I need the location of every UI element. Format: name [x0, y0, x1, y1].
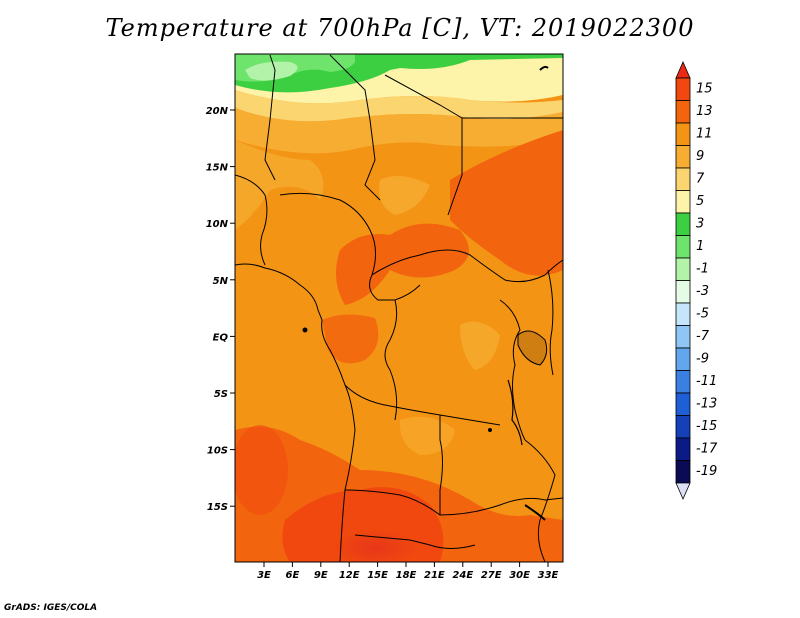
country-borders [235, 54, 563, 562]
field-11c-gabon [322, 314, 379, 364]
colorbar-segment [675, 145, 691, 169]
field-15c-south [333, 530, 417, 562]
colorbar-label: 9 [696, 149, 704, 164]
field-5c-band [235, 90, 563, 122]
lon-tick-label: 18E [396, 570, 417, 581]
lat-tick-label: 15N [206, 163, 229, 174]
field-neg3c-patch [245, 61, 298, 81]
lon-tick-label: 24E [452, 570, 473, 581]
field-13c-southwest [235, 425, 288, 515]
field-11c-east [450, 130, 563, 276]
lon-tick-label: 6E [286, 570, 300, 581]
map-frame [234, 53, 564, 563]
colorbar-label: -17 [696, 442, 718, 457]
colorbar-label: -19 [696, 464, 717, 479]
colorbar-segment [675, 257, 691, 281]
colorbar-segment [675, 167, 691, 191]
colorbar-segment [675, 460, 691, 484]
colorbar-segment [675, 235, 691, 259]
lon-tick-label: 33E [538, 570, 559, 581]
lat-axis: 20N 15N 10N 5N EQ 5S 10S 15S [206, 106, 235, 513]
colorbar-label: 5 [696, 194, 704, 209]
lon-axis: 3E 6E 9E 12E 15E 18E 21E 24E 27E 30E 33E [257, 562, 559, 581]
temperature-field [235, 54, 563, 562]
colorbar-label: 3 [696, 217, 704, 232]
lon-tick-label: 30E [509, 570, 530, 581]
field-7c-band [235, 108, 563, 154]
colorbar-segment [675, 415, 691, 439]
colorbar-label: -9 [696, 352, 709, 367]
lat-tick-label: 10S [207, 446, 228, 457]
lon-tick-label: 27E [481, 570, 502, 581]
lat-tick-label: 10N [206, 219, 229, 230]
colorbar-segment [675, 212, 691, 236]
colorbar-label: -5 [696, 307, 709, 322]
colorbar-segment [675, 392, 691, 416]
colorbar-label: 13 [696, 104, 713, 119]
colorbar-label: -11 [696, 374, 717, 389]
colorbar-segment [675, 100, 691, 124]
colorbar-top-arrow [675, 61, 691, 79]
colorbar-segment [675, 437, 691, 461]
colorbar: 15 13 11 9 7 5 3 1 -1 -3 -5 -7 -9 -11 -13 -15 -17 -19 [675, 61, 718, 500]
colorbar-segment [675, 370, 691, 394]
colorbar-segment [675, 190, 691, 214]
lat-tick-label: EQ [213, 332, 229, 343]
lat-tick-label: 5S [214, 389, 228, 400]
lat-tick-label: 20N [206, 106, 229, 117]
map-title: Temperature at 700hPa [C], VT: 201902230… [105, 14, 695, 42]
colorbar-segment [675, 280, 691, 304]
colorbar-label: 15 [696, 82, 713, 97]
field-7c-patch-2 [460, 321, 500, 370]
field-7c-west [235, 140, 324, 230]
colorbar-label: 11 [696, 127, 713, 142]
colorbar-label: -13 [696, 397, 717, 412]
field-7c-patch-1 [379, 176, 430, 215]
lon-tick-label: 21E [424, 570, 445, 581]
colorbar-label: 1 [696, 239, 704, 254]
lon-tick-label: 12E [339, 570, 360, 581]
colorbar-label: 7 [696, 172, 705, 187]
lat-tick-label: 15S [207, 502, 228, 513]
colorbar-segment [675, 122, 691, 146]
colorbar-label: -3 [696, 284, 709, 299]
colorbar-segment [675, 77, 691, 101]
colorbar-segment [675, 347, 691, 371]
lat-tick-label: 5N [213, 276, 229, 287]
colorbar-label: -15 [696, 419, 717, 434]
colorbar-label: -7 [696, 329, 710, 344]
grads-credit: GrADS: IGES/COLA [4, 603, 98, 613]
colorbar-bottom-arrow [675, 482, 691, 500]
lon-tick-label: 3E [257, 570, 271, 581]
field-3c-north-east [470, 58, 563, 75]
colorbar-segment [675, 302, 691, 326]
lon-tick-label: 15E [367, 570, 388, 581]
colorbar-label: -1 [696, 262, 709, 277]
colorbar-segment [675, 325, 691, 349]
lon-tick-label: 9E [314, 570, 328, 581]
